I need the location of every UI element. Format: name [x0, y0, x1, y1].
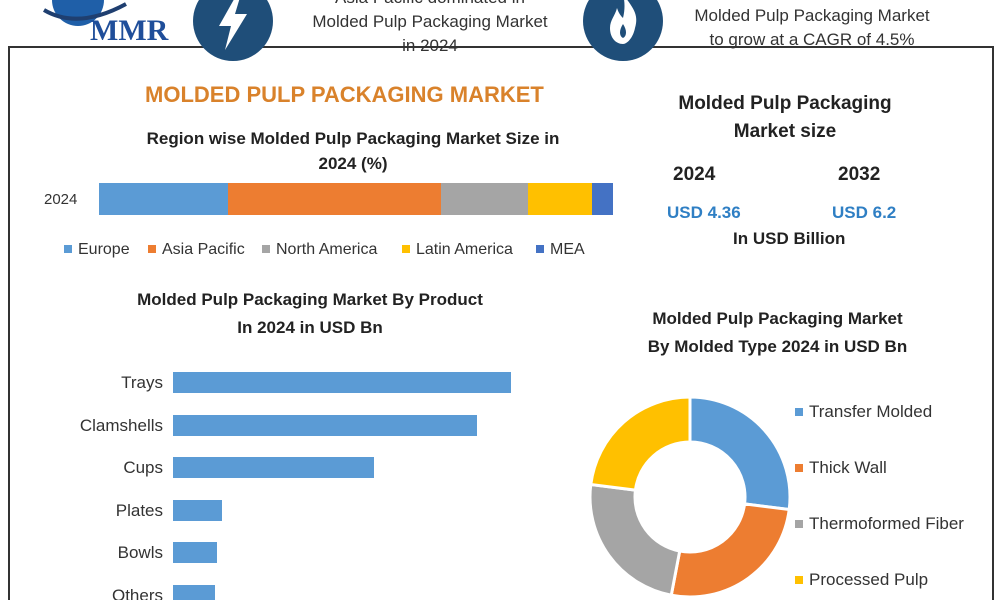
product-bar: [173, 499, 222, 521]
flame-icon: [583, 0, 663, 62]
product-tick-label: Plates: [115, 500, 163, 520]
product-tick-label: Bowls: [117, 543, 163, 562]
right-callout: Molded Pulp Packaging Market to grow at …: [694, 6, 930, 49]
lightning-icon: [193, 0, 273, 62]
legend-label: Europe: [78, 241, 130, 258]
legend-label: Thermoformed Fiber: [809, 514, 964, 533]
product-tick-label: Cups: [123, 458, 163, 477]
product-tick-label: Clamshells: [79, 415, 163, 435]
donut-legend-item: Processed Pulp: [795, 570, 928, 590]
product-bar: [173, 457, 374, 478]
market-unit: In USD Billion: [733, 229, 846, 248]
region-bar-segment-europe: [99, 183, 228, 215]
market-value-2024: USD 4.36: [667, 203, 741, 222]
region-bar-segment-latin-america: [528, 183, 593, 215]
region-bar-segment-asia-pacific: [227, 183, 441, 215]
region-chart-category: 2024: [44, 191, 78, 208]
legend-swatch: [536, 244, 544, 253]
content-frame: [8, 46, 994, 600]
legend-swatch: [148, 244, 156, 253]
region-bar-segment-north-america: [440, 183, 529, 215]
legend-label: North America: [276, 241, 378, 258]
donut-legend-item: Thick Wall: [795, 458, 887, 478]
product-chart-title: Molded Pulp Packaging Market By Product …: [137, 290, 483, 337]
legend-swatch: [795, 575, 803, 584]
logo-globe-icon: [42, 0, 127, 26]
legend-label: MEA: [550, 241, 585, 258]
legend-label: Asia Pacific: [162, 241, 245, 258]
donut-slice-processed-pulp: [589, 395, 692, 492]
legend-swatch: [262, 244, 270, 253]
legend-label: Processed Pulp: [809, 570, 929, 589]
product-tick-label: Trays: [121, 373, 163, 392]
region-legend-item: Europe: [64, 241, 130, 259]
type-chart-title: Molded Pulp Packaging Market By Molded T…: [647, 309, 908, 356]
region-legend-item: Latin America: [402, 241, 513, 259]
donut-slice-transfer-molded: [688, 395, 792, 512]
region-chart-title: Region wise Molded Pulp Packaging Market…: [146, 129, 560, 173]
main-title: MOLDED PULP PACKAGING MARKET: [145, 82, 544, 107]
legend-swatch: [795, 463, 803, 472]
donut-slice-thermoformed-fiber: [588, 482, 682, 597]
market-year-2032: 2032: [838, 164, 881, 185]
region-bar-segment-mea: [592, 183, 613, 215]
left-callout: Asia Pacific dominated in Molded Pulp Pa…: [312, 0, 548, 55]
product-bar: [173, 542, 218, 563]
donut-legend-item: Transfer Molded: [795, 402, 932, 422]
legend-label: Transfer Molded: [809, 402, 933, 421]
legend-label: Latin America: [416, 241, 513, 258]
product-bar: [173, 414, 477, 436]
market-year-2024: 2024: [673, 164, 716, 185]
region-legend-item: Asia Pacific: [148, 241, 245, 259]
product-bar: [173, 372, 512, 393]
legend-swatch: [795, 407, 803, 416]
donut-legend-item: Thermoformed Fiber: [795, 514, 964, 534]
legend-label: Thick Wall: [809, 458, 887, 477]
region-legend-item: North America: [262, 241, 377, 259]
product-bar: [173, 584, 215, 600]
market-size-title: Molded Pulp Packaging Market size: [678, 93, 892, 142]
product-tick-label: Others: [111, 585, 163, 600]
market-value-2032: USD 6.2: [832, 203, 897, 222]
logo: MMR: [30, 0, 190, 47]
legend-swatch: [402, 244, 410, 253]
logo-text: MMR: [90, 14, 169, 47]
type-donut-chart: [588, 395, 792, 599]
donut-slice-thick-wall: [669, 502, 791, 599]
legend-swatch: [64, 244, 72, 253]
region-legend-item: MEA: [536, 241, 585, 259]
region-stacked-bar: [99, 183, 613, 215]
legend-swatch: [795, 519, 803, 528]
